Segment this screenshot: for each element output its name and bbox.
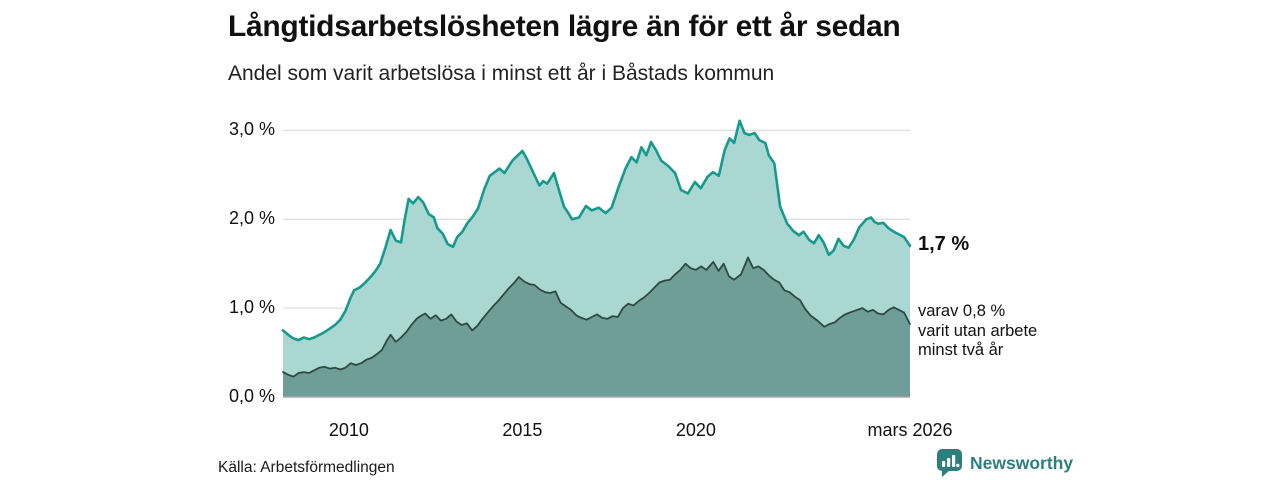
y-tick-label: 2,0 % <box>228 208 275 229</box>
newsworthy-logo-icon <box>937 449 962 477</box>
page-subtitle: Andel som varit arbetslösa i minst ett å… <box>228 62 775 85</box>
line-series-1 <box>281 119 912 342</box>
x-tick-label: mars 2026 <box>867 420 953 440</box>
note-line-3: minst två år <box>918 341 1004 359</box>
note-line-1: varav 0,8 % <box>918 302 1006 320</box>
x-tick-label: 2020 <box>675 420 716 440</box>
line-series-2 <box>282 256 911 378</box>
note-line-2: varit utan arbete <box>918 321 1038 340</box>
x-tick-label: 2015 <box>502 420 543 440</box>
area-series-2 <box>283 257 910 397</box>
y-tick-label: 0,0 % <box>228 386 275 406</box>
latest-value-label: 1,7 % <box>918 233 970 255</box>
series-note-label: varav 0,8 % varit utan arbete minst två … <box>918 302 1037 361</box>
x-tick-label: 2010 <box>328 420 369 440</box>
source-text: Källa: Arbetsförmedlingen <box>218 459 395 476</box>
y-tick-label: 1,0 % <box>228 297 275 318</box>
y-tick-label: 3,0 % <box>228 119 275 140</box>
newsworthy-logo: Newsworthy <box>936 448 1073 478</box>
newsworthy-logo-text: Newsworthy <box>970 452 1074 473</box>
page-title: Långtidsarbetslösheten lägre än för ett … <box>228 10 901 43</box>
